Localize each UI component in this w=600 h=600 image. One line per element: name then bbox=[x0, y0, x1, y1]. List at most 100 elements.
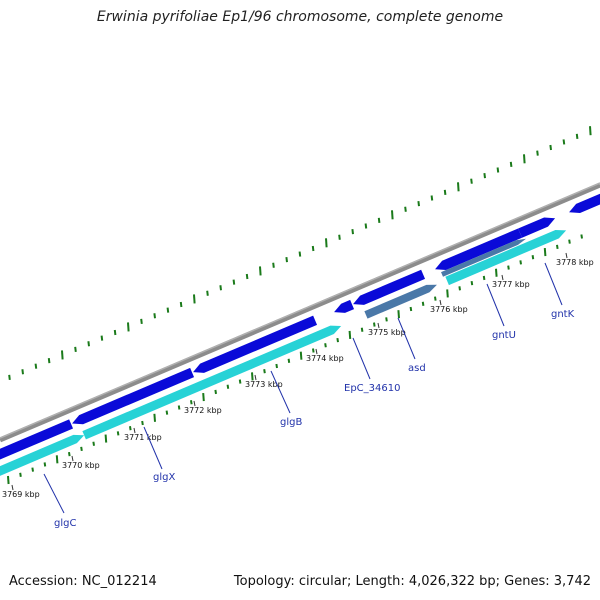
forward-gene-arrow bbox=[435, 228, 523, 270]
gc-tick bbox=[299, 351, 303, 360]
gc-tick bbox=[421, 301, 425, 306]
gc-tick bbox=[202, 393, 205, 402]
gene-label: gntK bbox=[551, 309, 575, 320]
gc-tick bbox=[31, 467, 34, 472]
gc-tick bbox=[55, 455, 59, 464]
gc-tick bbox=[263, 369, 266, 374]
gc-tick bbox=[348, 330, 352, 339]
gc-tick bbox=[285, 257, 288, 263]
gc-tick bbox=[495, 268, 498, 277]
scale-label: 3776 kbp bbox=[430, 305, 468, 314]
gc-tick bbox=[116, 431, 120, 436]
genome-backbone bbox=[0, 182, 600, 443]
gc-tick bbox=[140, 318, 143, 324]
scale-label: 3771 kbp bbox=[124, 433, 162, 442]
forward-gene-arrow bbox=[0, 419, 74, 460]
gc-tick bbox=[100, 335, 104, 341]
gene-label-lines bbox=[43, 262, 563, 514]
scale-tick bbox=[71, 455, 74, 462]
gene-label-line bbox=[397, 317, 416, 360]
gc-tick bbox=[219, 285, 222, 291]
forward-gene-arrow bbox=[353, 269, 426, 305]
gc-tick bbox=[470, 280, 474, 286]
gc-tick bbox=[482, 275, 486, 281]
gc-tick bbox=[177, 405, 181, 410]
gc-tick bbox=[214, 389, 217, 395]
gc-tick bbox=[232, 279, 236, 285]
scale-label: 3773 kbp bbox=[245, 380, 283, 389]
scale-tick bbox=[193, 400, 196, 407]
gc-tick bbox=[179, 301, 183, 308]
gc-tick bbox=[68, 451, 71, 457]
gc-tick bbox=[562, 139, 566, 145]
gc-tick bbox=[531, 255, 535, 260]
gc-tick bbox=[43, 462, 47, 467]
scale-label: 3770 kbp bbox=[62, 461, 100, 470]
gc-tick bbox=[377, 217, 381, 224]
scale-labels: 3769 kbp 3770 kbp 3771 kbp 3772 kbp 3773 kbp… bbox=[2, 258, 594, 499]
forward-gene-arrow bbox=[193, 315, 318, 373]
gc-tick bbox=[575, 133, 579, 139]
reverse-strand-genes bbox=[0, 230, 567, 476]
scale-tick bbox=[377, 322, 380, 329]
gc-tick bbox=[338, 234, 341, 240]
gc-tick bbox=[153, 413, 156, 422]
gc-tick bbox=[19, 472, 22, 477]
scale-tick bbox=[133, 427, 136, 434]
gc-tick bbox=[483, 172, 486, 179]
gc-tick bbox=[165, 410, 169, 415]
gc-tick bbox=[87, 341, 90, 347]
gc-tick bbox=[580, 234, 583, 239]
gc-tick bbox=[391, 210, 394, 220]
gc-tick bbox=[80, 446, 83, 452]
gc-tick bbox=[61, 350, 64, 360]
gc-tick bbox=[404, 206, 407, 212]
reverse-gene-arrow bbox=[445, 230, 567, 286]
gene-label-line bbox=[486, 283, 505, 327]
gc-tick bbox=[238, 379, 242, 384]
scale-label: 3774 kbp bbox=[306, 354, 344, 363]
gc-tick bbox=[556, 244, 559, 249]
accession-text: Accession: NC_012214 bbox=[9, 574, 157, 589]
gene-label: gntU bbox=[492, 330, 516, 341]
gc-tick bbox=[92, 441, 95, 446]
gc-tick bbox=[523, 154, 526, 164]
gc-tick bbox=[325, 238, 328, 248]
gene-label-line bbox=[43, 473, 65, 514]
gc-tick bbox=[589, 126, 592, 136]
gc-content-ticks bbox=[7, 126, 592, 485]
gc-tick bbox=[496, 167, 500, 173]
gc-tick bbox=[226, 384, 230, 389]
reverse-gene-arrow bbox=[82, 325, 342, 440]
gc-tick bbox=[509, 161, 513, 167]
gc-tick bbox=[536, 150, 539, 156]
gc-tick bbox=[8, 374, 11, 381]
gc-tick bbox=[430, 195, 434, 201]
scale-tick bbox=[254, 374, 257, 381]
scale-label: 3775 kbp bbox=[368, 328, 406, 337]
gc-tick bbox=[21, 369, 24, 375]
gc-tick bbox=[549, 144, 552, 151]
gene-label: EpC_34610 bbox=[344, 383, 400, 394]
gene-label-line bbox=[352, 337, 371, 380]
gc-tick bbox=[417, 200, 420, 207]
gc-tick bbox=[259, 266, 262, 276]
genome-stats: Topology: circular; Length: 4,026,322 bp… bbox=[233, 574, 591, 589]
gc-tick bbox=[457, 182, 460, 192]
gc-tick bbox=[47, 357, 51, 364]
gc-tick bbox=[385, 317, 388, 322]
gene-label-line bbox=[270, 370, 291, 414]
reverse-gene-arrow bbox=[0, 434, 85, 476]
gc-tick bbox=[275, 363, 278, 369]
gene-label-line bbox=[143, 426, 163, 470]
scale-tick bbox=[11, 484, 14, 491]
reverse-gene-arrow bbox=[364, 284, 437, 319]
forward-gene-arrow bbox=[569, 193, 600, 214]
gc-tick bbox=[127, 322, 130, 332]
gc-tick bbox=[104, 434, 108, 443]
gc-tick bbox=[364, 223, 368, 229]
scale-tick bbox=[439, 299, 442, 306]
gc-tick bbox=[166, 307, 170, 313]
map-title: Erwinia pyrifoliae Ep1/96 chromosome, co… bbox=[96, 9, 504, 25]
gc-tick bbox=[336, 337, 339, 343]
